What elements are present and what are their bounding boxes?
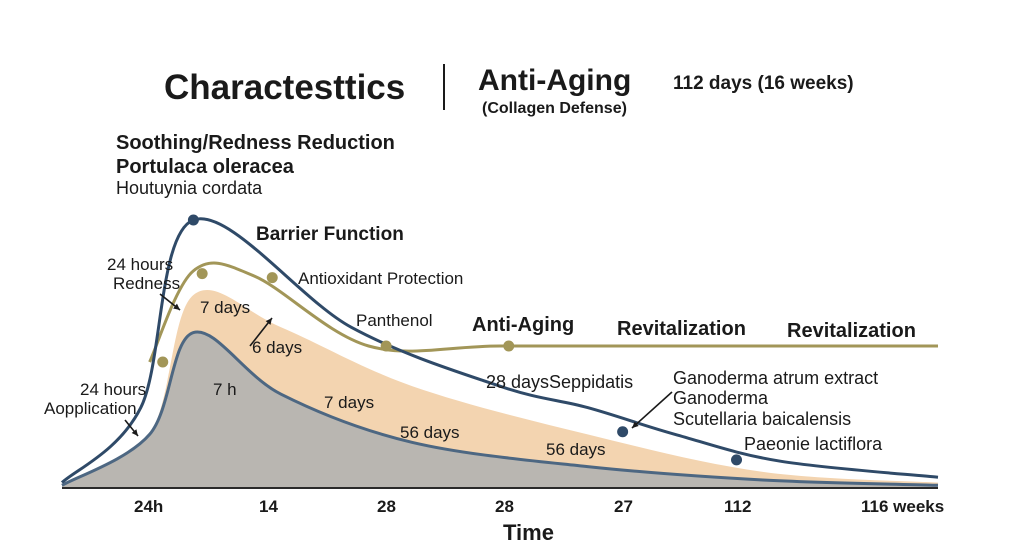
days-56-a-label: 56 days	[400, 423, 460, 442]
olive-series-line	[148, 261, 938, 363]
x-tick-label: 27	[614, 497, 633, 516]
x-tick-label: 24h	[134, 497, 164, 516]
anti-aging-mid-label: Anti-Aging	[472, 314, 575, 336]
olive-marker	[196, 268, 208, 280]
redness-arrow	[159, 293, 181, 311]
revitalization-1-label: Revitalization	[617, 318, 746, 340]
x-tick-label: 116 weeks	[861, 497, 945, 516]
x-axis-label: Time	[503, 520, 554, 545]
soothing-heading: Soothing/Redness Reduction	[116, 132, 395, 154]
days-56-b-label: 56 days	[546, 440, 606, 459]
marker-group	[157, 214, 743, 466]
portulaca-label: Portulaca oleracea	[116, 156, 294, 178]
ganoderma-label: Ganoderma	[673, 388, 769, 408]
days-7-a-label: 7 days	[200, 298, 251, 317]
navy-peak-marker	[187, 214, 199, 226]
hours-24-top-label: 24 hours	[107, 255, 174, 274]
navy-marker	[731, 454, 743, 466]
center-subtitle: (Collagen Defense)	[482, 100, 627, 117]
navy-marker	[617, 426, 629, 438]
olive-marker	[380, 340, 392, 352]
gray-area	[62, 331, 938, 488]
ganoderma-atrum-label: Ganoderma atrum extract	[673, 368, 879, 388]
olive-marker	[266, 272, 278, 284]
hours-24-bottom-label: 24 hours	[80, 380, 147, 399]
center-title: Anti-Aging	[478, 64, 632, 97]
days-6-label: 6 days	[252, 338, 303, 357]
days-28-seppidatis-label: 28 daysSeppidatis	[486, 372, 634, 392]
barrier-function-label: Barrier Function	[256, 224, 404, 245]
hours-7-label: 7 h	[213, 380, 237, 399]
arrow-group	[124, 293, 673, 437]
revitalization-2-label: Revitalization	[787, 320, 916, 342]
x-tick-label: 28	[377, 497, 396, 516]
navy-series-line	[60, 217, 939, 484]
ganoderma-arrow	[631, 391, 673, 429]
six-days-arrow	[249, 317, 273, 347]
houtuynia-label: Houtuynia cordata	[116, 178, 263, 198]
days-7-b-label: 7 days	[324, 393, 375, 412]
olive-marker	[157, 356, 169, 368]
x-tick-label: 28	[495, 497, 514, 516]
panthenol-label: Panthenol	[356, 311, 433, 330]
application-label: Aopplication	[44, 399, 137, 418]
x-tick-label: 14	[259, 497, 278, 516]
application-arrow	[124, 419, 139, 437]
paeonie-label: Paeonie lactiflora	[744, 434, 883, 454]
olive-marker	[503, 340, 515, 352]
duration-note: 112 days (16 weeks)	[673, 73, 854, 94]
antioxidant-label: Antioxidant Protection	[298, 269, 464, 288]
redness-label: Redness	[113, 274, 181, 293]
gray-area-edge-line	[61, 330, 939, 487]
x-tick-label: 112	[724, 497, 752, 516]
scutellaria-label: Scutellaria baicalensis	[673, 409, 852, 429]
page-title: Charactesttics	[164, 68, 406, 107]
